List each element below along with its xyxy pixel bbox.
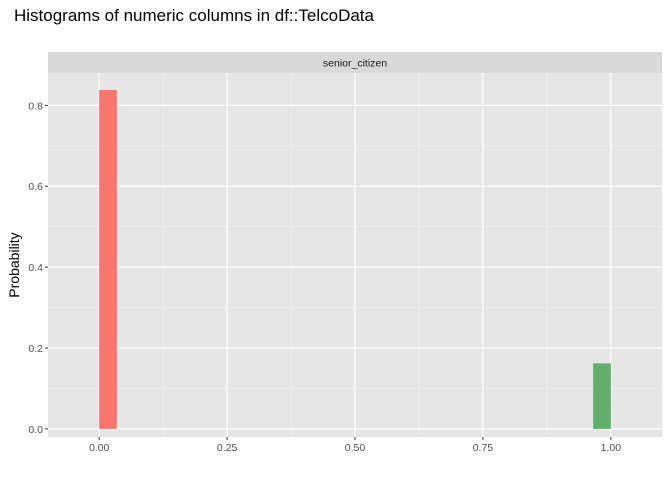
facet-strip-label: senior_citizen	[323, 58, 387, 70]
y-tick-label: 0.8	[28, 100, 43, 112]
chart-title: Histograms of numeric columns in df::Tel…	[14, 6, 375, 25]
y-tick-label: 0.4	[28, 262, 43, 274]
y-axis-title: Probability	[6, 232, 22, 297]
y-tick-label: 0.0	[28, 424, 43, 436]
histogram-bar	[99, 89, 117, 429]
x-tick-label: 0.50	[345, 442, 366, 454]
y-tick-label: 0.2	[28, 343, 43, 355]
y-tick-label: 0.6	[28, 181, 43, 193]
plot-panel: 0.00 0.25 0.50 0.75 1.00 0.0 0.2 0.4 0.6 0.8	[28, 73, 662, 454]
facet-strip-background	[48, 52, 662, 73]
x-tick-label: 0.00	[89, 442, 110, 454]
x-tick-label: 1.00	[601, 442, 622, 454]
x-tick-label: 0.75	[473, 442, 494, 454]
x-tick-label: 0.25	[217, 442, 238, 454]
histogram-bar	[593, 363, 611, 429]
facet-strip: senior_citizen	[48, 52, 662, 73]
